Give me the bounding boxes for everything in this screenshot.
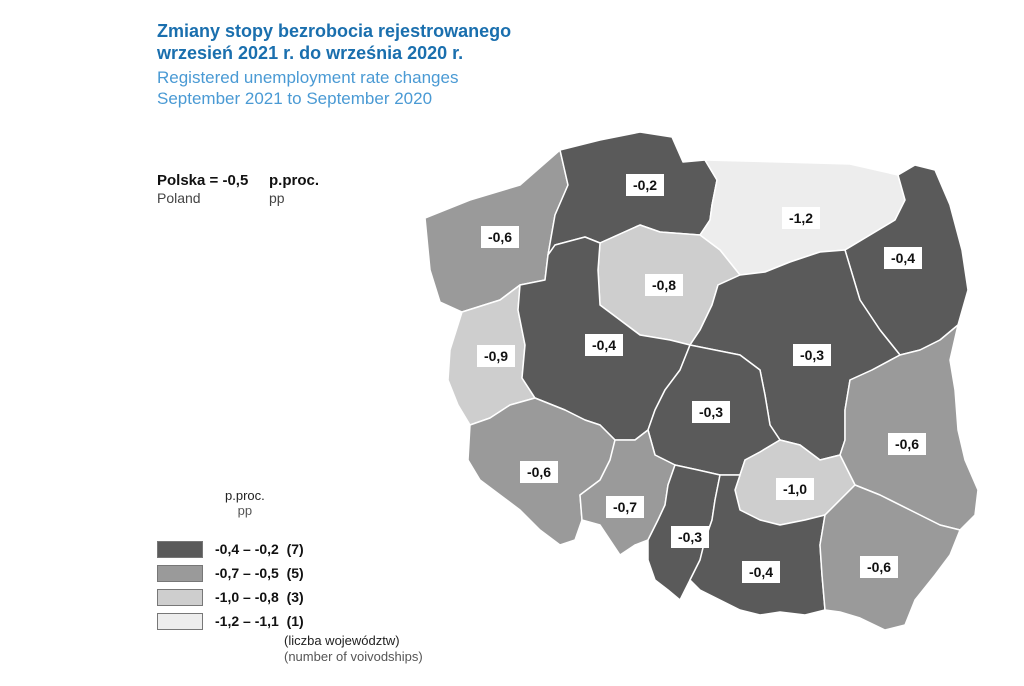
region-malopolskie	[689, 474, 826, 616]
legend-range: -0,7 – -0,5	[215, 565, 279, 581]
value-slaskie: -0,3	[678, 529, 702, 545]
legend-unit: p.proc. pp	[225, 488, 265, 518]
label-lodzkie: -0,3	[692, 401, 730, 423]
legend-range: -0,4 – -0,2	[215, 541, 279, 557]
legend-item: -1,0 – -0,8 (3)	[157, 585, 304, 609]
label-podkarpackie: -0,6	[860, 556, 898, 578]
label-wielkopolskie: -0,4	[585, 334, 623, 356]
label-lubuskie: -0,9	[477, 345, 515, 367]
label-malopolskie: -0,4	[742, 561, 780, 583]
map-title-english: Registered unemployment rate changes Sep…	[157, 67, 458, 109]
legend-count: (3)	[286, 589, 304, 605]
label-slaskie: -0,3	[671, 526, 709, 548]
country-total-unit-polish: p.proc.	[269, 172, 320, 189]
value-mazowieckie: -0,3	[800, 347, 824, 363]
legend-note-polish: (liczba województw)	[284, 633, 400, 648]
title-english-line1: Registered unemployment rate changes	[157, 68, 459, 87]
region-labels: -0,6 -0,2 -1,2 -0,4 -0,8 -0,9 -0,4 -0,3	[477, 174, 926, 583]
title-polish-line2: wrzesień 2021 r. do września 2020 r.	[157, 43, 464, 63]
label-zachodniopomorskie: -0,6	[481, 226, 519, 248]
legend-item: -0,7 – -0,5 (5)	[157, 561, 304, 585]
legend-swatch	[157, 564, 203, 582]
label-swietokrzyskie: -1,0	[776, 478, 814, 500]
legend-note: (liczba województw) (number of voivodshi…	[284, 633, 423, 665]
legend-note-english: (number of voivodships)	[284, 649, 423, 664]
value-wielkopolskie: -0,4	[592, 337, 616, 353]
value-pomorskie: -0,2	[633, 177, 657, 193]
legend-item: -0,4 – -0,2 (7)	[157, 537, 304, 561]
value-dolnoslaskie: -0,6	[527, 464, 551, 480]
value-zachodniopomorskie: -0,6	[488, 229, 512, 245]
title-english-line2: September 2021 to September 2020	[157, 89, 433, 108]
label-opolskie: -0,7	[606, 496, 644, 518]
value-podkarpackie: -0,6	[867, 559, 891, 575]
title-polish-line1: Zmiany stopy bezrobocia rejestrowanego	[157, 21, 512, 41]
value-lodzkie: -0,3	[699, 404, 723, 420]
legend-range: -1,0 – -0,8	[215, 589, 279, 605]
legend-unit-english: pp	[237, 503, 253, 518]
country-total-polish: Polska = -0,5	[157, 172, 249, 189]
legend-swatch	[157, 540, 203, 558]
legend-count: (5)	[286, 565, 304, 581]
legend-swatch	[157, 588, 203, 606]
label-dolnoslaskie: -0,6	[520, 461, 558, 483]
label-pomorskie: -0,2	[626, 174, 664, 196]
map-legend: -0,4 – -0,2 (7) -0,7 – -0,5 (5) -1,0 – -…	[157, 537, 304, 633]
value-podlaskie: -0,4	[891, 250, 915, 266]
label-lubelskie: -0,6	[888, 433, 926, 455]
legend-unit-polish: p.proc.	[225, 488, 265, 503]
label-podlaskie: -0,4	[884, 247, 922, 269]
value-malopolskie: -0,4	[749, 564, 773, 580]
map-title-polish: Zmiany stopy bezrobocia rejestrowanego w…	[157, 20, 511, 64]
legend-count: (7)	[286, 541, 304, 557]
country-total-english: Poland	[157, 190, 201, 206]
label-kujawsko-pomorskie: -0,8	[645, 274, 683, 296]
legend-swatch	[157, 612, 203, 630]
legend-count: (1)	[286, 613, 304, 629]
value-lubuskie: -0,9	[484, 348, 508, 364]
country-total-unit-english: pp	[269, 190, 285, 206]
value-warminsko-mazurskie: -1,2	[789, 210, 813, 226]
label-mazowieckie: -0,3	[793, 344, 831, 366]
legend-item: -1,2 – -1,1 (1)	[157, 609, 304, 633]
value-lubelskie: -0,6	[895, 436, 919, 452]
value-opolskie: -0,7	[613, 499, 637, 515]
value-swietokrzyskie: -1,0	[783, 481, 807, 497]
legend-range: -1,2 – -1,1	[215, 613, 279, 629]
label-warminsko-mazurskie: -1,2	[782, 207, 820, 229]
country-total: Polska = -0,5 p.proc. Poland pp	[157, 172, 319, 207]
value-kujawsko-pomorskie: -0,8	[652, 277, 676, 293]
